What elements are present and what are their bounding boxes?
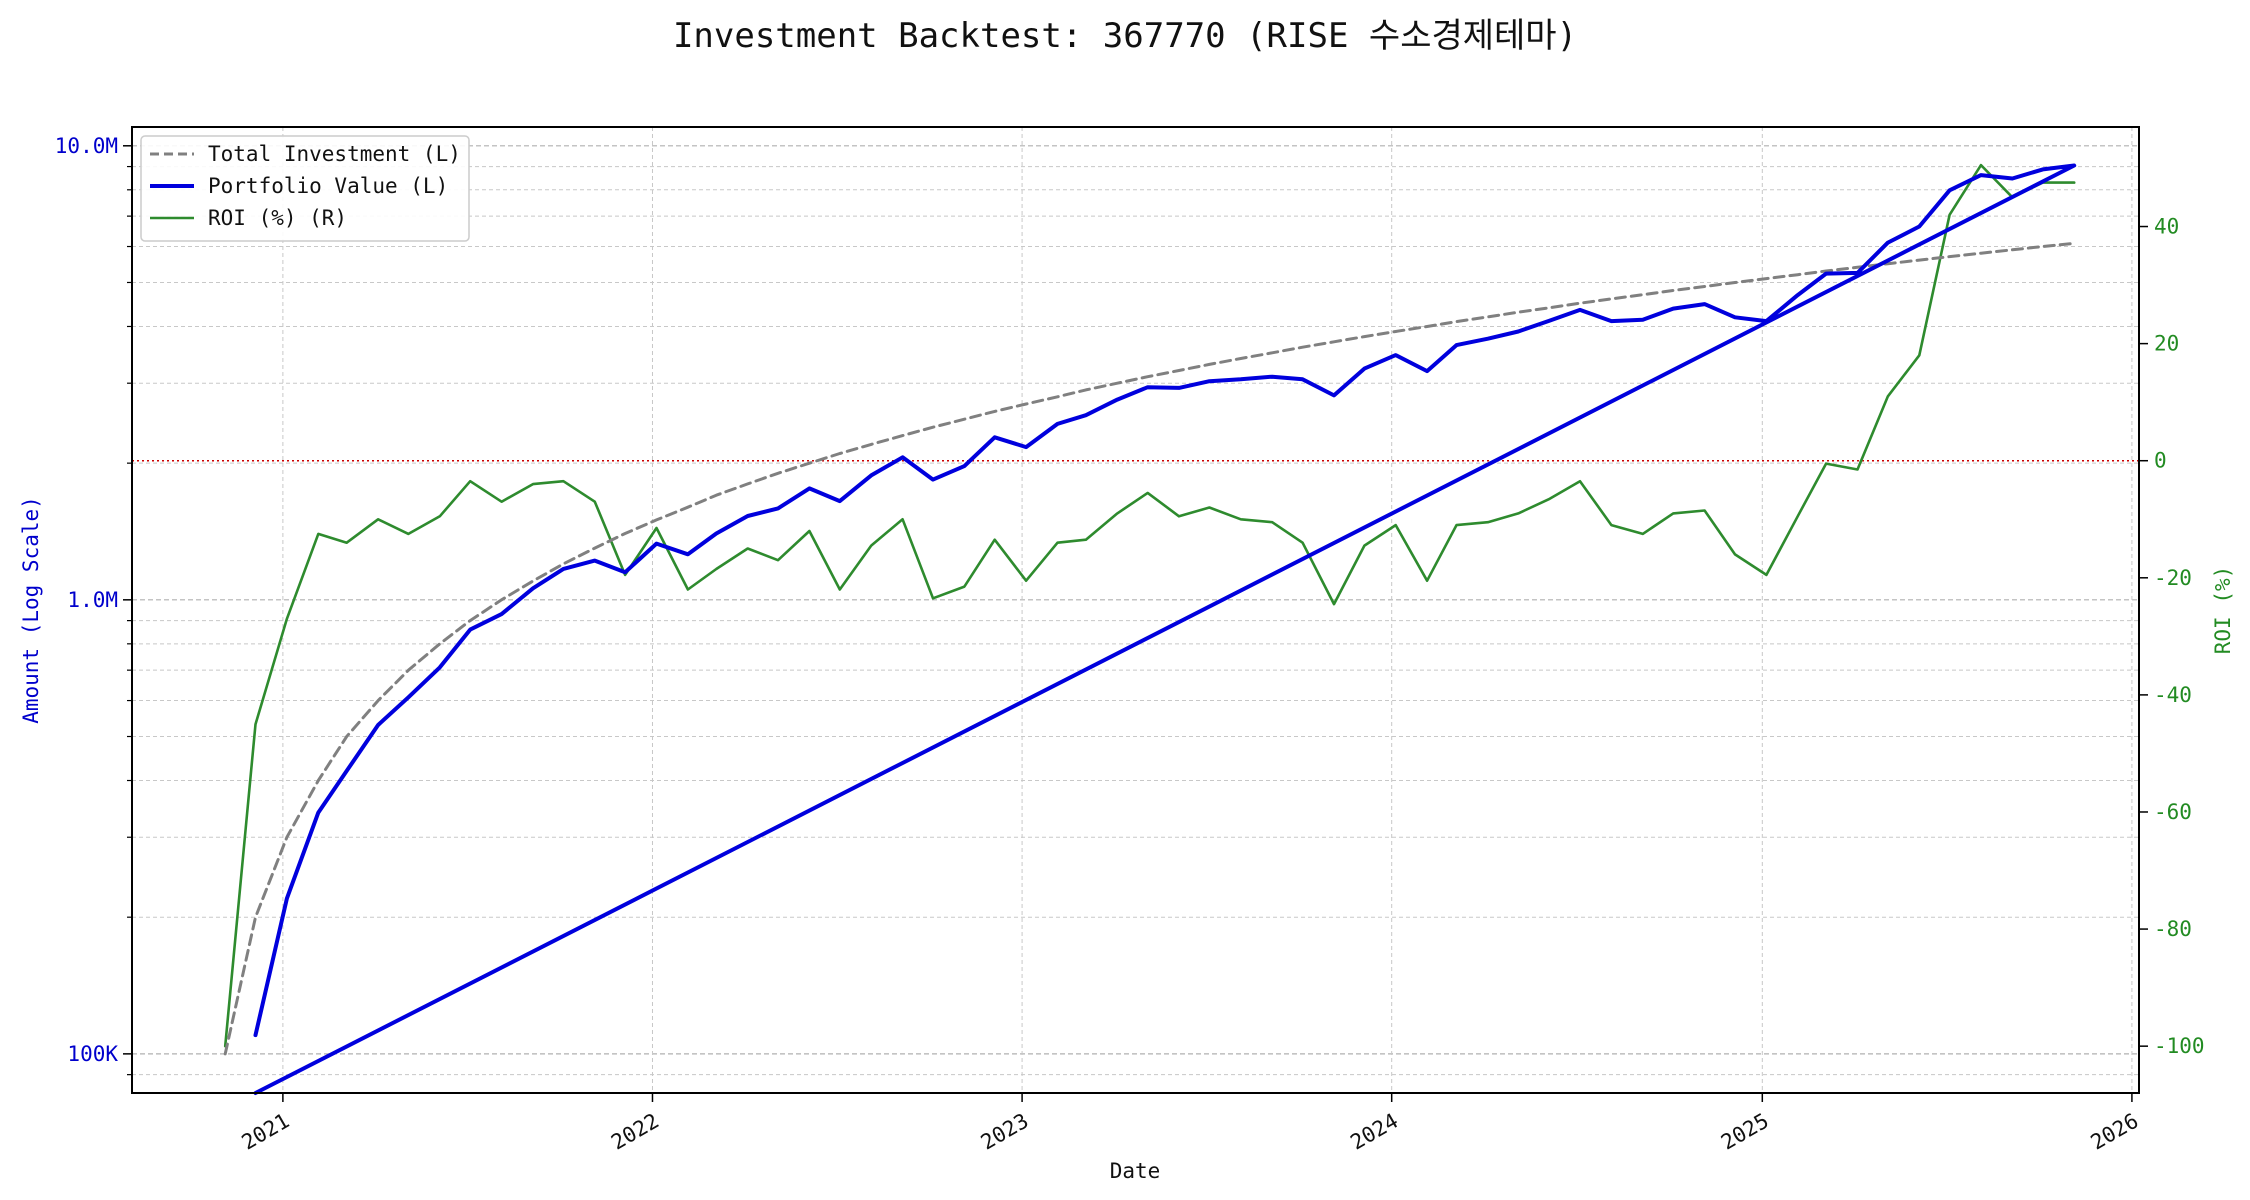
left-y-axis: 100K 1.0M 10.0M [55, 134, 132, 1076]
legend-label: Total Investment (L) [208, 142, 461, 166]
right-tick-label: -60 [2154, 800, 2192, 824]
right-tick-label: -100 [2154, 1034, 2205, 1058]
series-layer [223, 163, 2077, 1095]
plot-frame [131, 126, 2140, 1094]
legend: Total Investment (L) Portfolio Value (L) R… [140, 135, 470, 242]
left-y-axis-label: Amount (Log Scale) [19, 496, 43, 724]
left-tick-label: 1.0M [67, 588, 118, 612]
right-tick-label: -20 [2154, 566, 2192, 590]
left-tick-label: 10.0M [55, 134, 118, 158]
chart-title: Investment Backtest: 367770 (RISE 수소경제테마… [673, 16, 1577, 56]
right-y-axis: -100 -80 -60 -40 -20 0 20 40 [2139, 215, 2205, 1058]
right-tick-label: -80 [2154, 917, 2192, 941]
roi-line [223, 163, 2076, 1048]
legend-label: ROI (%) (R) [208, 206, 347, 230]
right-tick-label: -40 [2154, 683, 2192, 707]
right-y-axis-label: ROI (%) [2211, 566, 2235, 655]
left-tick-label: 100K [67, 1042, 118, 1066]
legend-box [140, 135, 470, 242]
x-axis-label: Date [1110, 1159, 1161, 1183]
legend-label: Portfolio Value (L) [208, 174, 448, 198]
right-tick-label: 20 [2154, 332, 2179, 356]
right-tick-label: 40 [2154, 215, 2179, 239]
total-investment-line [223, 241, 2076, 1056]
portfolio-value-line [253, 163, 2077, 1095]
right-tick-label: 0 [2154, 449, 2167, 473]
